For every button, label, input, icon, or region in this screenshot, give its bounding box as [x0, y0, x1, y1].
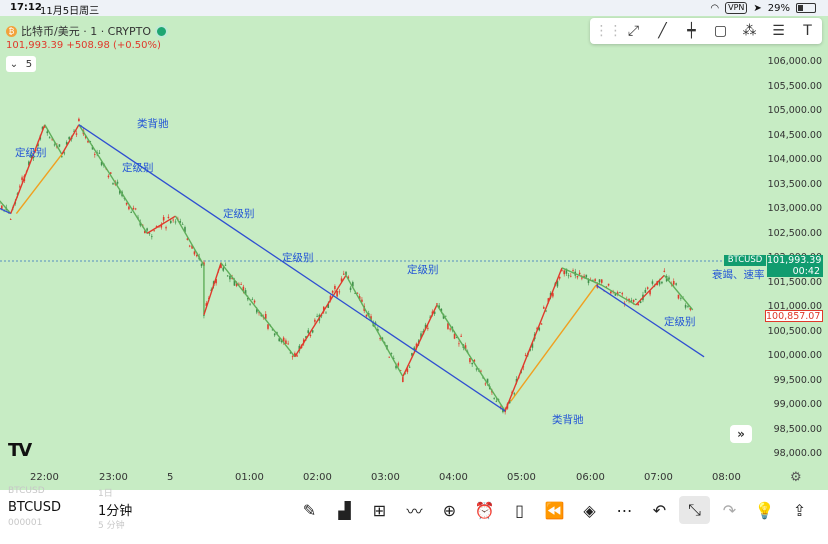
line-icon[interactable]: ╱ [658, 23, 667, 39]
vertical-line-icon[interactable]: ┿ [687, 23, 696, 39]
clock: 17:12 [10, 2, 42, 13]
gear-icon[interactable]: ⚙ [790, 470, 802, 485]
bitcoin-icon: ₿ [6, 25, 17, 37]
status-bar: 17:12 11月5日周三 ◠ VPN ➤ 29% [0, 0, 828, 17]
bar-countdown: 00:42 [792, 266, 820, 277]
vpn-badge: VPN [725, 2, 748, 14]
price-tick: 99,500.00 [773, 374, 822, 386]
status-icons: ◠ VPN ➤ 29% [710, 2, 816, 14]
time-tick: 01:00 [235, 472, 264, 483]
price-tick: 103,000.00 [767, 203, 822, 214]
ghost-symbol: BTCUSD [8, 486, 45, 496]
replay-icon[interactable]: ⏪ [544, 500, 565, 520]
ghost-code: 000001 [8, 518, 43, 528]
nodes-icon[interactable]: ⁂ [742, 23, 757, 39]
collapse-icon[interactable]: ⤡ [679, 496, 710, 524]
time-tick: 22:00 [30, 472, 59, 483]
price-tick: 105,500.00 [767, 80, 822, 92]
current-price: 101,993.39 [767, 255, 822, 266]
time-tick: 03:00 [371, 472, 400, 483]
chart-tools: ✎ ▟ ⊞ 〰 ⊕ ⏰ ▯ ⏪ ◈ ⋯ ↶ ⤡ ↷ 💡 ⇪ [294, 496, 815, 524]
time-tick: 08:00 [712, 472, 741, 483]
price-tick: 101,000.00 [767, 301, 822, 312]
chevron-down-icon: ⌄ [9, 58, 19, 70]
bottom-toolbar: BTCUSD 1日 000001 5 分钟 BTCUSD 1分钟 ✎ ▟ ⊞ 〰… [0, 486, 828, 544]
time-tick: 05:00 [507, 472, 536, 483]
ghost-interval-2: 5 分钟 [98, 521, 125, 531]
price-tick: 103,500.00 [767, 178, 822, 190]
indicator-count: 5 [25, 58, 33, 70]
chart-area[interactable] [0, 16, 828, 490]
battery-icon [796, 3, 816, 13]
time-tick: 02:00 [303, 472, 332, 483]
rectangle-icon[interactable]: ▢ [713, 23, 728, 39]
time-tick: 5 [167, 472, 174, 483]
chart-type-icon[interactable]: 〰 [406, 502, 423, 521]
redo-icon[interactable]: ↷ [722, 500, 737, 520]
drawing-toolbar: ⋮⋮ ⤢ ╱ ┿ ▢ ⁂ ☰ T [590, 18, 822, 44]
indicators-icon[interactable]: ▟ [338, 500, 351, 520]
symbol-header[interactable]: ₿ 比特币/美元 · 1 · CRYPTO [6, 23, 169, 39]
text-tool-icon[interactable]: T [803, 23, 812, 39]
indicator-toggle-button[interactable]: ⌄ 5 [6, 56, 36, 72]
price-tick: 102,500.00 [767, 227, 822, 239]
battery-percent: 29% [767, 2, 790, 14]
price-tick: 100,000.00 [767, 350, 822, 361]
price-tick: 98,500.00 [773, 423, 822, 435]
last-price-label: 101,993.39 00:42 [767, 255, 823, 277]
time-tick: 07:00 [644, 472, 673, 483]
tradingview-logo[interactable]: TV [8, 440, 32, 461]
time-tick: 23:00 [99, 472, 128, 483]
pen-icon[interactable]: ✎ [302, 500, 317, 520]
time-tick: 06:00 [576, 472, 605, 483]
symbol-button[interactable]: BTCUSD [8, 500, 61, 515]
price-tick: 104,000.00 [767, 154, 822, 165]
add-icon[interactable]: ⊕ [442, 500, 457, 520]
settings-lines-icon[interactable]: ☰ [772, 23, 785, 39]
price-tick: 104,500.00 [767, 129, 822, 141]
time-axis[interactable]: 22:00 23:00 5 01:00 02:00 03:00 04:00 05:00 06:0… [0, 468, 828, 488]
price-change: 101,993.39 +508.98 (+0.50%) [6, 40, 161, 51]
layers-icon[interactable]: ◈ [583, 500, 596, 520]
more-icon[interactable]: ⋯ [616, 500, 633, 520]
alert-clock-icon[interactable]: ⏰ [474, 500, 495, 520]
wifi-icon: ◠ [710, 2, 720, 14]
price-tick: 99,000.00 [773, 399, 822, 410]
scroll-to-realtime-button[interactable]: » [730, 425, 752, 443]
share-icon[interactable]: ⇪ [792, 500, 807, 520]
price-tick: 101,500.00 [767, 276, 822, 288]
price-tick: 105,000.00 [767, 105, 822, 116]
undo-icon[interactable]: ↶ [652, 500, 667, 520]
market-status-icon [155, 24, 169, 38]
trend-line-icon[interactable]: ⤢ [627, 23, 640, 39]
date: 11月5日周三 [40, 6, 100, 17]
symbol-title[interactable]: 比特币/美元 · 1 · CRYPTO [21, 25, 152, 38]
layout-grid-icon[interactable]: ⊞ [372, 500, 387, 520]
price-tick: 106,000.00 [767, 56, 822, 67]
ideas-icon[interactable]: 💡 [754, 500, 775, 520]
price-tick: 100,500.00 [767, 325, 822, 337]
candle-icon[interactable]: ▯ [515, 500, 524, 520]
price-tick: 98,000.00 [773, 448, 822, 459]
ghost-interval: 1日 [98, 489, 113, 499]
price-marker: 100,857.07 [765, 310, 823, 322]
interval-button[interactable]: 1分钟 [98, 504, 133, 519]
symbol-price-tag: BTCUSD [724, 255, 766, 266]
drag-handle-icon[interactable]: ⋮⋮ [594, 23, 623, 39]
time-tick: 04:00 [439, 472, 468, 483]
location-icon: ➤ [753, 2, 762, 14]
